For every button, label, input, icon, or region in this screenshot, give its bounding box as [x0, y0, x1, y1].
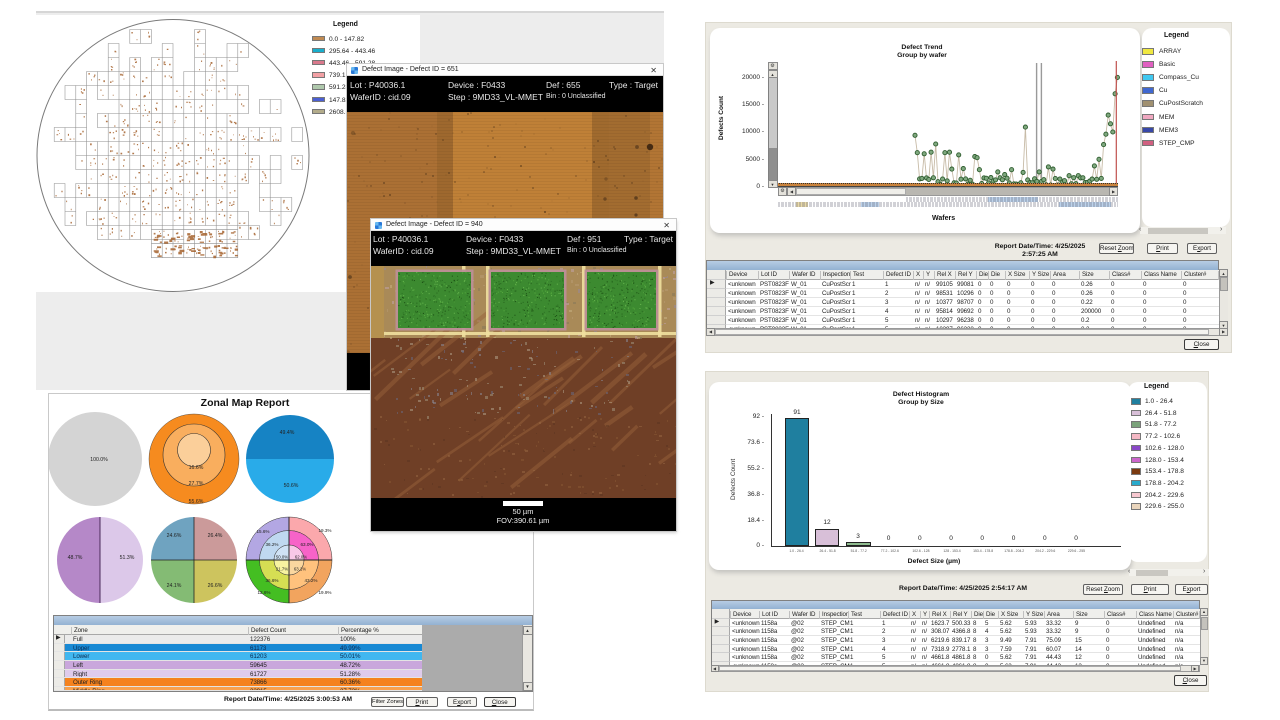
svg-text:50.0%: 50.0% [276, 555, 288, 560]
svg-text:15.6%: 15.6% [256, 529, 269, 534]
svg-text:51.3%: 51.3% [120, 555, 135, 561]
svg-text:63.1%: 63.1% [294, 567, 306, 572]
svg-text:49.4%: 49.4% [280, 430, 295, 436]
svg-text:48.7%: 48.7% [68, 555, 83, 561]
svg-text:43.2%: 43.2% [304, 578, 317, 583]
svg-text:26.6%: 26.6% [208, 583, 223, 589]
svg-text:16.6%: 16.6% [189, 465, 204, 471]
svg-text:36.2%: 36.2% [265, 542, 278, 547]
svg-text:63.0%: 63.0% [300, 542, 313, 547]
svg-text:21.7%: 21.7% [276, 567, 288, 572]
svg-text:12.6%: 12.6% [257, 590, 270, 595]
svg-text:62.0%: 62.0% [295, 555, 307, 560]
svg-text:27.7%: 27.7% [189, 481, 204, 487]
svg-text:24.6%: 24.6% [167, 533, 182, 539]
svg-text:55.6%: 55.6% [189, 499, 204, 505]
svg-text:50.6%: 50.6% [284, 483, 299, 489]
svg-text:36.6%: 36.6% [265, 578, 278, 583]
svg-text:26.4%: 26.4% [208, 533, 223, 539]
svg-text:24.1%: 24.1% [167, 583, 182, 589]
svg-text:19.3%: 19.3% [318, 528, 331, 533]
svg-text:100.0%: 100.0% [90, 457, 108, 463]
svg-text:19.9%: 19.9% [318, 590, 331, 595]
